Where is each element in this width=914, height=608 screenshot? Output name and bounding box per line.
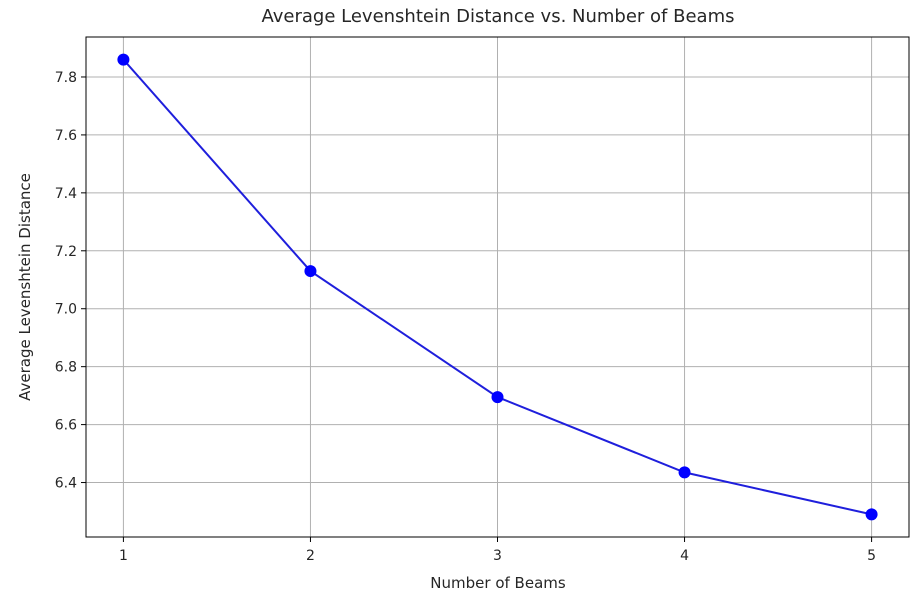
- y-tick-label: 6.6: [55, 418, 77, 434]
- y-tick-label: 6.4: [55, 476, 77, 492]
- x-tick-label: 4: [680, 548, 689, 564]
- data-point: [304, 265, 317, 278]
- x-tick-label: 3: [493, 548, 502, 564]
- data-point: [491, 391, 504, 404]
- x-tick-label: 5: [867, 548, 876, 564]
- y-tick-label: 7.2: [55, 244, 77, 260]
- data-point: [678, 466, 691, 479]
- y-axis-title: Average Levenshtein Distance: [16, 173, 34, 401]
- axis-ticks: [81, 76, 873, 542]
- y-tick-label: 7.6: [55, 128, 77, 144]
- data-point: [117, 53, 130, 66]
- grid-lines: [86, 37, 909, 537]
- y-tick-label: 7.4: [55, 186, 77, 202]
- axis-tick-labels: 1 2 3 4 5 6.4 6.6 6.8 7.0 7.2 7.4 7.6 7.8: [55, 70, 876, 564]
- data-point: [865, 508, 878, 521]
- chart-title: Average Levenshtein Distance vs. Number …: [262, 6, 735, 27]
- data-series: [117, 53, 878, 521]
- y-tick-label: 7.0: [55, 302, 77, 318]
- x-tick-label: 1: [119, 548, 128, 564]
- y-tick-label: 7.8: [55, 70, 77, 86]
- y-tick-label: 6.8: [55, 360, 77, 376]
- x-axis-title: Number of Beams: [430, 574, 566, 592]
- x-tick-label: 2: [306, 548, 315, 564]
